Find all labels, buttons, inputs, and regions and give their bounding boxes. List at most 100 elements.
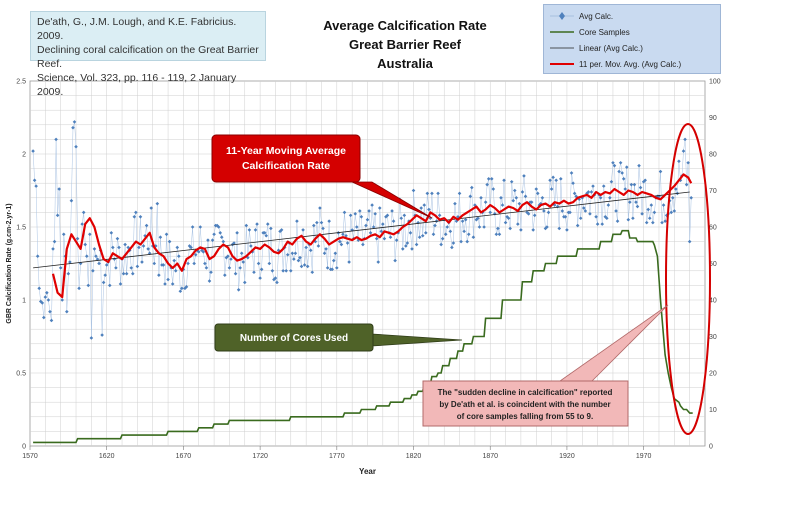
avg-calc-point bbox=[86, 283, 91, 288]
avg-calc-point bbox=[516, 222, 520, 226]
avg-calc-point bbox=[81, 210, 86, 215]
avg-calc-point bbox=[574, 194, 578, 199]
avg-calc-point bbox=[31, 149, 35, 153]
avg-calc-point bbox=[529, 200, 534, 204]
avg-calc-point bbox=[37, 286, 42, 291]
legend-item-moving-avg: 11 per. Mov. Avg. (Avg Calc.) bbox=[550, 58, 681, 70]
avg-calc-points bbox=[31, 120, 693, 340]
avg-calc-point bbox=[235, 231, 239, 235]
avg-calc-point bbox=[80, 222, 84, 226]
avg-calc-point bbox=[324, 247, 328, 251]
y2-tick-label: 20 bbox=[709, 371, 717, 378]
avg-calc-point bbox=[356, 238, 361, 242]
avg-calc-point bbox=[595, 222, 600, 226]
avg-calc-point bbox=[301, 228, 305, 232]
avg-calc-point bbox=[107, 283, 112, 288]
avg-calc-point bbox=[414, 242, 419, 247]
avg-calc-point bbox=[578, 216, 583, 221]
avg-calc-point bbox=[394, 238, 399, 242]
avg-calc-point bbox=[319, 220, 324, 225]
avg-calc-point bbox=[463, 217, 468, 222]
x-tick-label: 1670 bbox=[176, 453, 192, 460]
avg-calc-point bbox=[233, 271, 238, 276]
avg-calc-point bbox=[187, 244, 192, 248]
avg-calc-point bbox=[376, 260, 381, 264]
avg-calc-point bbox=[629, 182, 634, 187]
avg-calc-point bbox=[132, 214, 137, 219]
avg-calc-point bbox=[318, 206, 322, 210]
core-samples-line bbox=[33, 229, 693, 444]
avg-calc-point bbox=[69, 198, 74, 203]
avg-calc-point bbox=[183, 286, 187, 291]
avg-calc-point bbox=[391, 219, 396, 223]
avg-calc-point bbox=[157, 273, 161, 277]
avg-calc-point bbox=[433, 223, 437, 228]
avg-calc-point bbox=[338, 239, 342, 244]
y2-tick-label: 60 bbox=[709, 225, 717, 232]
avg-calc-point bbox=[134, 210, 138, 215]
avg-calc-point bbox=[34, 184, 38, 188]
cores-callout-text: Number of Cores Used bbox=[240, 333, 348, 344]
avg-calc-point bbox=[58, 266, 63, 270]
avg-calc-point bbox=[172, 258, 177, 263]
avg-calc-point bbox=[408, 231, 413, 235]
avg-calc-point bbox=[482, 225, 486, 229]
avg-calc-point bbox=[153, 244, 158, 248]
avg-calc-point bbox=[385, 213, 390, 218]
avg-calc-point bbox=[568, 210, 572, 215]
avg-calc-point bbox=[589, 190, 594, 194]
avg-calc-point bbox=[535, 191, 540, 196]
legend-label-core-samples: Core Samples bbox=[579, 27, 630, 37]
avg-calc-point bbox=[97, 261, 101, 266]
avg-calc-point bbox=[440, 236, 445, 241]
avg-calc-point bbox=[88, 232, 92, 237]
avg-calc-point bbox=[322, 251, 327, 256]
avg-calc-point bbox=[493, 212, 497, 216]
avg-calc-point bbox=[460, 219, 465, 223]
avg-calc-point bbox=[129, 266, 134, 270]
moving-avg-callout-box bbox=[211, 134, 361, 183]
avg-calc-point bbox=[512, 188, 517, 193]
y-tick-label: 0 bbox=[22, 444, 26, 451]
avg-calc-point bbox=[200, 248, 204, 253]
decline-callout-line-2: by De'ath et al. is coincident with the … bbox=[439, 400, 610, 409]
citation-line-1: De'ath, G., J.M. Lough, and K.E. Fabrici… bbox=[37, 16, 237, 42]
avg-calc-point bbox=[635, 204, 640, 209]
avg-calc-point bbox=[499, 196, 503, 200]
avg-calc-point bbox=[419, 206, 423, 210]
avg-calc-point bbox=[241, 260, 246, 264]
avg-calc-point bbox=[381, 222, 385, 226]
avg-calc-point bbox=[180, 286, 184, 291]
avg-calc-point bbox=[298, 255, 302, 260]
avg-calc-point bbox=[551, 175, 555, 180]
avg-calc-point bbox=[54, 137, 58, 142]
cores-callout-box bbox=[214, 323, 374, 352]
avg-calc-point bbox=[279, 228, 284, 232]
avg-calc-point bbox=[216, 225, 221, 229]
avg-calc-point bbox=[670, 196, 675, 200]
avg-calc-point bbox=[457, 191, 462, 196]
avg-calc-point bbox=[439, 242, 443, 247]
highlight-ellipse bbox=[665, 123, 711, 435]
avg-calc-point bbox=[299, 264, 304, 269]
avg-calc-point bbox=[601, 184, 606, 188]
avg-calc-point bbox=[615, 219, 620, 223]
avg-calc-point bbox=[686, 160, 690, 165]
avg-calc-line bbox=[32, 121, 692, 339]
citation-box: De'ath, G., J.M. Lough, and K.E. Fabrici… bbox=[30, 11, 266, 98]
avg-calc-point bbox=[285, 252, 290, 257]
avg-calc-point bbox=[476, 216, 480, 221]
avg-calc-point bbox=[371, 225, 376, 229]
avg-calc-point bbox=[423, 231, 428, 235]
avg-calc-point bbox=[256, 261, 261, 266]
avg-calc-point bbox=[606, 203, 611, 207]
avg-calc-point bbox=[594, 214, 598, 219]
avg-calc-point bbox=[508, 226, 512, 231]
chart-title-line-3: Australia bbox=[377, 56, 433, 71]
avg-calc-point bbox=[164, 232, 169, 237]
avg-calc-point bbox=[494, 232, 499, 237]
x-tick-label: 1570 bbox=[22, 453, 38, 460]
avg-calc-point bbox=[572, 191, 577, 196]
avg-calc-point bbox=[229, 257, 233, 261]
avg-calc-point bbox=[278, 229, 282, 234]
